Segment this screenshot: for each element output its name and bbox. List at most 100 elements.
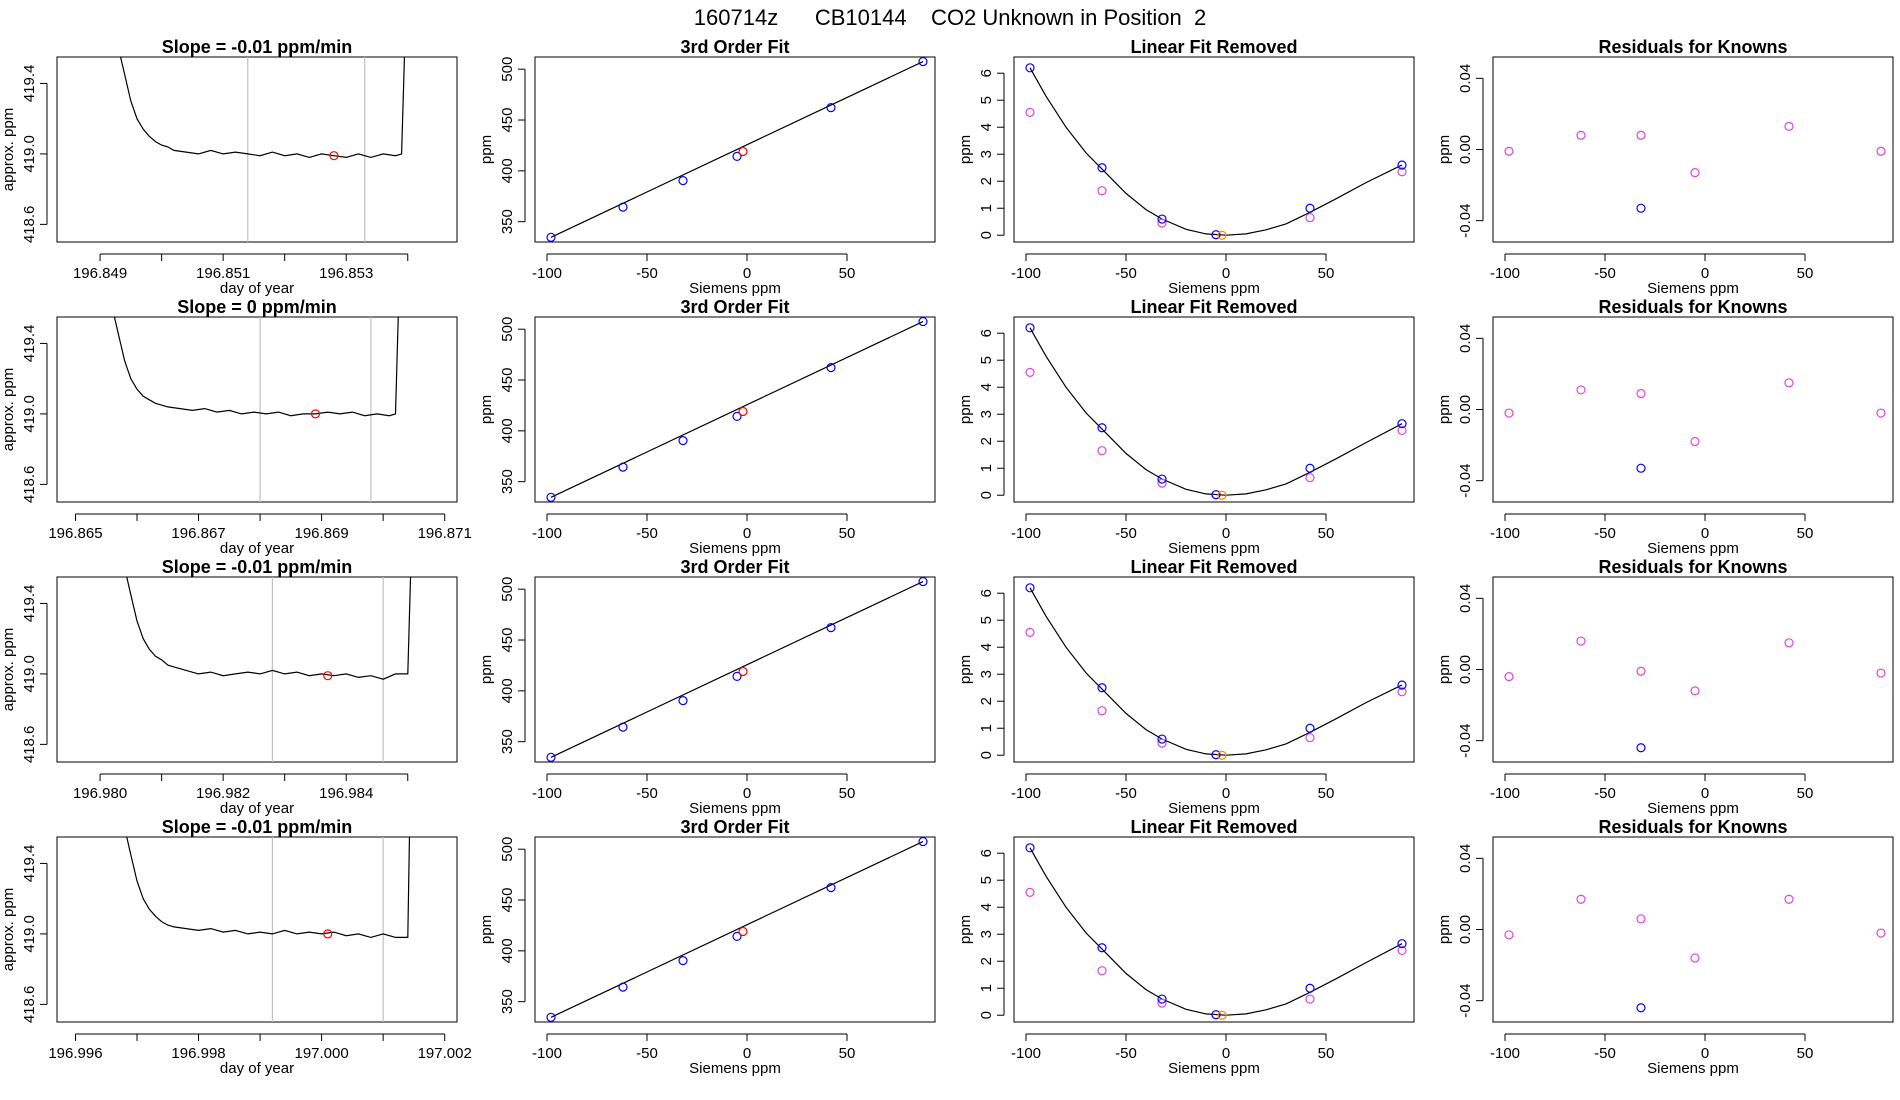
linear-point: [1305, 213, 1315, 223]
plot-frame: [534, 576, 936, 763]
known-point: [678, 696, 688, 706]
known-point: [546, 1012, 556, 1022]
unknown-point: [1217, 230, 1227, 240]
known-point: [546, 752, 556, 762]
x-tick-label: 50: [1797, 785, 1814, 802]
known-point: [918, 57, 928, 67]
known-point: [1636, 1003, 1646, 1013]
y-tick-label: 0: [978, 1011, 995, 1019]
linear-point: [1157, 738, 1167, 748]
plot-data: [113, 317, 399, 502]
x-axis-label: day of year: [220, 800, 294, 817]
known-point: [678, 956, 688, 966]
x-axis-label: Siemens ppm: [689, 280, 781, 297]
x-tick-label: 50: [839, 265, 856, 282]
y-tick-label: 450: [499, 628, 516, 653]
plot-frame: [534, 56, 936, 243]
plot-data: [1504, 894, 1886, 1013]
x-tick-label: 0: [1222, 525, 1230, 542]
y-axis-label: ppm: [957, 395, 974, 424]
x-tick-label: 50: [839, 1045, 856, 1062]
known-point: [618, 202, 628, 212]
concentration-trace: [119, 57, 406, 159]
known-point: [1211, 490, 1221, 500]
mean-marker: [323, 929, 333, 939]
linear-point: [1876, 146, 1886, 156]
y-tick-label: 4: [978, 643, 995, 651]
y-tick-label: 2: [978, 177, 995, 185]
plot-frame: [1013, 56, 1415, 243]
panel-title: Linear Fit Removed: [1130, 297, 1297, 317]
x-tick-label: 196.851: [196, 265, 250, 282]
known-point: [1157, 474, 1167, 484]
x-tick-label: 196.996: [48, 1045, 102, 1062]
y-axis-label: ppm: [478, 135, 495, 164]
known-point: [1397, 680, 1407, 690]
y-axis-label: ppm: [957, 915, 974, 944]
x-tick-label: 0: [1222, 785, 1230, 802]
panel-residuals-row-4: Residuals for Knowns -100 -50 0 50 Siemens pp…: [1436, 817, 1894, 1077]
x-tick-label: -100: [1490, 525, 1520, 542]
y-tick-label: 400: [499, 938, 516, 963]
known-point: [1211, 1010, 1221, 1020]
known-point: [1025, 843, 1035, 853]
panel-title: Residuals for Knowns: [1598, 297, 1787, 317]
linear-point: [1576, 636, 1586, 646]
plot-data: [126, 577, 412, 762]
mean-marker: [310, 409, 321, 419]
y-tick-label: 418.6: [21, 726, 38, 764]
x-tick-label: 196.871: [418, 525, 472, 542]
x-tick-label: -100: [1490, 265, 1520, 282]
x-tick-label: 0: [743, 525, 751, 542]
y-tick-label: 6: [978, 69, 995, 77]
linear-point: [1157, 218, 1167, 228]
mean-marker: [329, 151, 339, 161]
plot-frame: [534, 316, 936, 503]
y-tick-label: 3: [978, 930, 995, 938]
plot-data: [1504, 121, 1886, 213]
known-point: [1636, 743, 1646, 753]
panel-3rd-order-fit-row-3: 3rd Order Fit -100 -50 0 50 Siemens ppm 350 400…: [478, 557, 936, 817]
known-point: [1397, 160, 1407, 170]
y-tick-label: 0.00: [1457, 655, 1474, 684]
x-tick-label: -100: [1490, 785, 1520, 802]
known-point: [1305, 203, 1315, 213]
known-point: [918, 577, 928, 587]
x-tick-label: -100: [1011, 785, 1041, 802]
plot-data: [1025, 63, 1407, 240]
known-point: [1397, 939, 1407, 949]
x-tick-label: 0: [1701, 1045, 1709, 1062]
y-tick-label: 418.6: [21, 986, 38, 1024]
plot-frame: [1492, 56, 1894, 243]
x-tick-label: -50: [1594, 785, 1616, 802]
panel-residuals-row-3: Residuals for Knowns -100 -50 0 50 Siemens pp…: [1436, 557, 1894, 817]
known-point: [826, 103, 836, 113]
linear-point: [1690, 436, 1700, 447]
plot-frame: [1013, 576, 1415, 763]
fit-curve: [550, 581, 924, 758]
y-tick-label: 5: [978, 616, 995, 624]
main-title: 160714z CB10144 CO2 Unknown in Position …: [694, 5, 1206, 30]
panel-title: 3rd Order Fit: [680, 37, 789, 57]
known-point: [1157, 994, 1167, 1004]
x-tick-label: -50: [1594, 265, 1616, 282]
x-tick-label: -50: [1594, 525, 1616, 542]
y-axis-label: approx. ppm: [0, 628, 17, 711]
known-point: [826, 363, 836, 373]
linear-point: [1397, 687, 1407, 697]
linear-point: [1097, 186, 1107, 196]
y-tick-label: 6: [978, 589, 995, 597]
y-tick-label: 1: [978, 724, 995, 732]
x-tick-label: -50: [1594, 1045, 1616, 1062]
linear-point: [1097, 966, 1107, 976]
plot-data: [546, 837, 928, 1022]
known-point: [732, 671, 742, 682]
fit-curve: [550, 61, 924, 238]
x-axis-label: Siemens ppm: [1647, 1060, 1739, 1077]
panel-time-series-row-4: Slope = -0.01 ppm/min 196.996 196.998 197.0…: [0, 817, 472, 1077]
fit-curve: [550, 841, 924, 1018]
mean-marker: [323, 671, 333, 681]
y-tick-label: 419.0: [21, 395, 38, 433]
known-point: [1305, 463, 1315, 473]
plot-data: [546, 317, 928, 502]
